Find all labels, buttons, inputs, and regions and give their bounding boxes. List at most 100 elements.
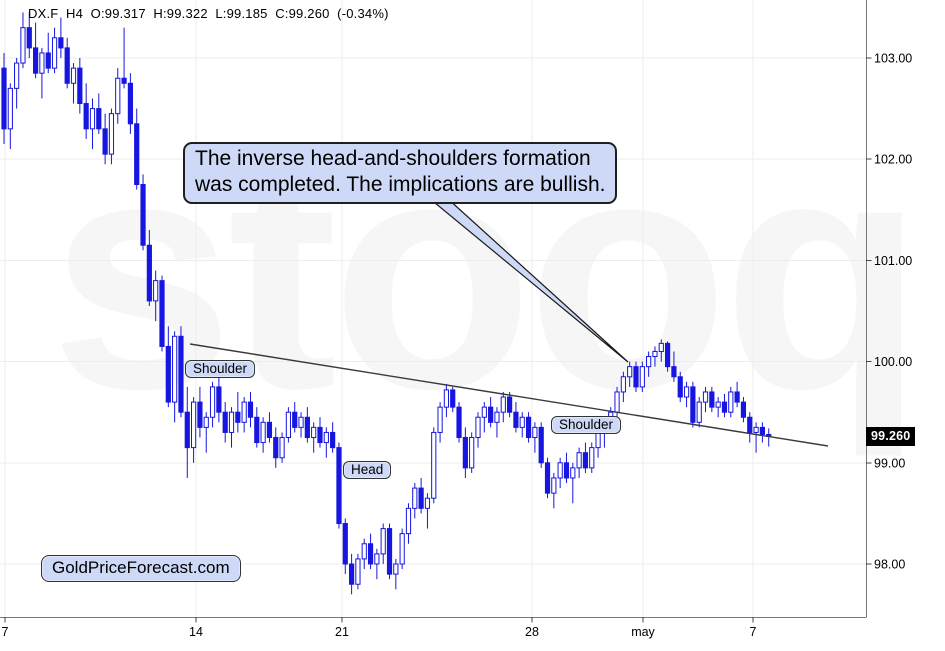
candle-body [734, 391, 740, 403]
candle-body [507, 396, 513, 413]
candle-body [582, 452, 589, 469]
candle-body [488, 406, 494, 423]
candle-body [342, 523, 348, 565]
candle-body [557, 462, 563, 479]
candle-body [292, 411, 298, 428]
site-badge: GoldPriceForecast.com [41, 555, 241, 582]
x-tick-label: 21 [335, 625, 349, 639]
candle-body [26, 27, 32, 49]
candle-body [665, 342, 671, 368]
candle-body [639, 366, 645, 388]
candle-body [627, 366, 633, 378]
candle-body [747, 416, 753, 433]
candle-body [89, 108, 96, 130]
last-price-badge: 99.260 [866, 427, 916, 447]
candle-body [77, 67, 83, 105]
candle-body [696, 401, 702, 423]
candle-body [753, 426, 759, 433]
candle-body [330, 431, 336, 449]
x-tick-label: 28 [525, 625, 539, 639]
candle-body [633, 366, 639, 388]
candle-body [216, 386, 222, 413]
candle-body [614, 391, 620, 413]
candle-body [203, 416, 209, 428]
candle-body [386, 528, 393, 575]
candle-body [418, 487, 424, 509]
candle-body [96, 108, 102, 130]
candle-body [165, 345, 171, 403]
candle-body [728, 391, 734, 413]
candle-body [469, 437, 475, 469]
candle-body [146, 244, 152, 302]
y-tick-label: 102.00 [874, 153, 912, 167]
candle-body [500, 396, 506, 413]
candle-body [7, 87, 13, 130]
candle-body [254, 416, 260, 444]
candle-body [349, 563, 355, 585]
candle-body [178, 335, 184, 413]
candle-body [273, 437, 279, 459]
y-tick-label: 101.00 [874, 254, 912, 268]
candle-body [241, 401, 247, 423]
candle-body [532, 426, 538, 439]
candle-body [298, 416, 304, 428]
candle-body [412, 487, 418, 509]
candle-body [336, 447, 342, 525]
y-tick-label: 98.00 [874, 558, 905, 572]
candle-body [437, 406, 443, 433]
candle-body [513, 411, 519, 428]
candle-body [677, 376, 683, 398]
candle-body [620, 376, 626, 393]
candle-body [721, 401, 728, 413]
candle-body [14, 62, 20, 89]
candle-body [450, 389, 456, 408]
candle-body [424, 497, 431, 509]
candle-body [544, 462, 551, 494]
candle-body [266, 421, 273, 439]
candle-body [462, 437, 468, 469]
y-tick-label: 103.00 [874, 52, 912, 66]
candle-body [209, 386, 216, 418]
label-shoulder-left: Shoulder [185, 360, 256, 378]
candle-body [494, 411, 500, 423]
y-tick-label: 100.00 [874, 355, 912, 369]
candle-body [247, 401, 254, 418]
x-tick-label: may [631, 625, 655, 639]
candle-body [222, 411, 228, 433]
callout-leader [427, 197, 629, 363]
candle-body [683, 386, 690, 398]
candle-body [759, 426, 765, 435]
annotation-line-2: was completed. The implications are bull… [195, 173, 606, 196]
candle-body [525, 416, 532, 439]
annotation-line-1: The inverse head-and-shoulders formation [195, 147, 591, 170]
label-shoulder-right: Shoulder [551, 416, 622, 434]
candle-body [191, 401, 197, 449]
candle-body [538, 426, 544, 464]
candle-body [58, 37, 64, 49]
candle-body [121, 77, 127, 84]
candle-body [405, 507, 412, 535]
candle-body [481, 406, 487, 418]
candle-body [671, 366, 677, 378]
candle-body [715, 401, 721, 408]
candle-body [235, 411, 241, 423]
candle-body [172, 335, 178, 403]
annotation-callout: The inverse head-and-shoulders formation… [183, 142, 618, 204]
candle-body [311, 426, 317, 439]
candle-body [64, 47, 70, 84]
candle-body [399, 533, 405, 565]
candle-body [589, 447, 595, 469]
candle-body [570, 467, 576, 479]
candle-body [83, 103, 89, 130]
candle-body [260, 421, 266, 444]
candle-body [380, 528, 386, 555]
candle-body [709, 391, 715, 408]
candle-body [20, 27, 26, 64]
candle-body [279, 437, 285, 459]
candle-body [184, 411, 190, 449]
candle-body [102, 128, 108, 155]
candle-body [127, 82, 134, 125]
candle-body [431, 431, 437, 499]
